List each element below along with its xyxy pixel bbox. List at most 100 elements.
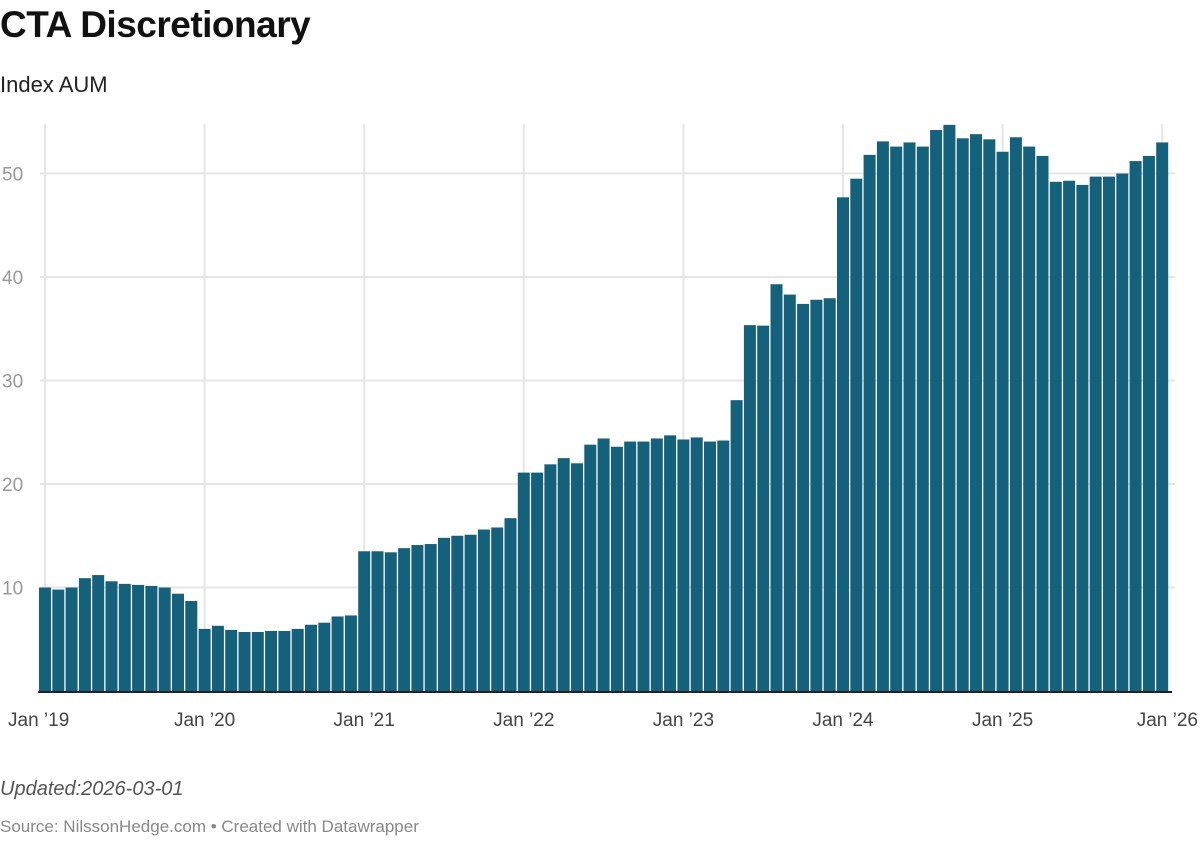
bar <box>424 544 437 691</box>
bar <box>970 134 982 692</box>
bar <box>783 294 796 691</box>
updated-note: Updated:2026-03-01 <box>0 778 184 800</box>
x-tick-label: Jan ’21 <box>334 710 395 731</box>
bar <box>610 446 623 691</box>
bar <box>1156 142 1169 691</box>
bars <box>39 124 1169 692</box>
bar <box>92 575 105 691</box>
bar <box>371 551 384 691</box>
bar <box>1089 176 1102 692</box>
bar <box>983 139 996 692</box>
bar <box>517 472 530 691</box>
bar <box>850 178 863 692</box>
bar <box>305 624 317 691</box>
bar <box>331 616 344 691</box>
bar <box>65 587 78 691</box>
bar <box>996 151 1009 691</box>
bar <box>225 629 238 691</box>
bar <box>584 444 597 691</box>
axes: 10 20 30 40 50 Jan ’19 Jan ’20 Jan ’21 Jan ’22 Ja… <box>2 165 1198 732</box>
bar <box>1142 155 1155 691</box>
bar <box>637 441 650 691</box>
bar <box>1116 173 1129 691</box>
bar <box>1009 137 1022 691</box>
bar <box>903 142 916 691</box>
bar <box>943 124 956 692</box>
bar <box>704 441 716 691</box>
bar <box>105 581 118 691</box>
y-tick-label: 20 <box>2 475 23 496</box>
bar <box>145 585 158 691</box>
bar <box>876 141 889 692</box>
bar <box>344 615 357 691</box>
bar <box>491 527 504 691</box>
x-tick-label: Jan ’19 <box>8 710 69 731</box>
bar <box>158 587 171 691</box>
bar <box>823 298 836 691</box>
bar <box>78 578 91 691</box>
bar <box>291 628 304 691</box>
bar <box>557 458 570 691</box>
chart-subtitle: Index AUM <box>0 72 108 97</box>
bar <box>1103 176 1115 692</box>
bar <box>757 325 770 691</box>
bar <box>278 630 291 691</box>
bar <box>597 438 610 691</box>
bar <box>1129 161 1142 691</box>
bar <box>318 622 331 691</box>
bar <box>743 325 756 691</box>
bar <box>677 439 690 691</box>
bar <box>411 545 424 691</box>
y-tick-label: 30 <box>2 372 23 393</box>
bar <box>531 472 544 691</box>
bar <box>717 440 730 691</box>
bar <box>198 628 211 691</box>
bar <box>238 632 251 691</box>
bar <box>863 154 876 691</box>
bar <box>956 138 969 691</box>
y-tick-label: 50 <box>2 165 23 186</box>
bar <box>1036 155 1049 691</box>
bar <box>477 529 490 691</box>
bar <box>571 463 583 691</box>
y-tick-label: 40 <box>2 268 23 289</box>
bar <box>810 299 823 691</box>
bar <box>504 518 517 691</box>
bar <box>797 303 810 691</box>
bar <box>650 438 663 691</box>
bar <box>770 284 783 691</box>
bar <box>664 435 677 691</box>
bar <box>384 552 397 691</box>
x-tick-label: Jan ’20 <box>174 710 235 731</box>
x-tick-label: Jan ’25 <box>972 710 1033 731</box>
bar <box>624 441 637 691</box>
bar <box>890 146 903 692</box>
bar <box>132 584 145 691</box>
y-tick-label: 10 <box>2 579 23 600</box>
x-tick-label: Jan ’23 <box>653 710 714 731</box>
bar <box>916 146 929 692</box>
bar <box>265 630 278 691</box>
x-tick-label: Jan ’24 <box>812 710 874 731</box>
bar <box>118 583 131 691</box>
bar <box>172 593 184 691</box>
bar <box>211 625 224 691</box>
bar <box>52 589 65 691</box>
bar <box>1063 180 1076 691</box>
bar <box>185 600 198 691</box>
bar <box>251 632 264 691</box>
bar <box>464 534 477 691</box>
bar <box>730 400 743 691</box>
bar <box>544 464 557 691</box>
bar <box>930 130 943 691</box>
bar <box>690 437 703 691</box>
chart-title: CTA Discretionary <box>0 4 311 45</box>
bar <box>451 535 464 691</box>
x-tick-label: Jan ’22 <box>493 710 554 731</box>
bar <box>1049 181 1062 691</box>
bar <box>837 197 849 691</box>
bar <box>438 537 450 691</box>
bar <box>39 587 51 691</box>
bar <box>398 548 411 691</box>
